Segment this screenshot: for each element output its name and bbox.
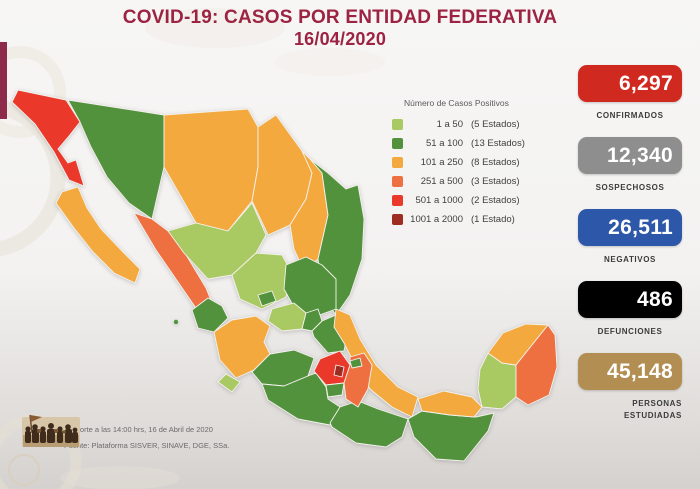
state-morelos: Morelos: [325, 382, 345, 398]
stat-value-box: 6,297: [578, 65, 682, 102]
legend-state-count: (3 Estados): [471, 176, 520, 187]
mexico-choropleth-map: Sonora Chihuahua Coahuila Nuevo León Tam…: [8, 70, 570, 487]
stat-block: 486 DEFUNCIONES: [578, 281, 682, 338]
legend-item: 51 a 100 (13 Estados): [392, 134, 577, 153]
legend-color-swatch: [392, 214, 403, 225]
heroes-patrios-image: [22, 414, 80, 447]
stat-label: SOSPECHOSOS: [595, 183, 665, 192]
stat-value: 45,148: [606, 359, 673, 383]
stat-block: 45,148 PERSONAS ESTUDIADAS: [578, 353, 682, 421]
legend-rows: 1 a 50 (5 Estados) 51 a 100 (13 Estados)…: [392, 115, 577, 229]
cutoff-note: con corte a las 14:00 hrs, 16 de Abril d…: [62, 425, 213, 434]
legend-color-swatch: [392, 157, 403, 168]
stat-value-box: 12,340: [578, 137, 682, 174]
stat-value: 486: [637, 287, 673, 311]
stats-column: 6,297 CONFIRMADOS 12,340 SOSPECHOSOS 26,…: [578, 65, 682, 436]
stat-block: 6,297 CONFIRMADOS: [578, 65, 682, 122]
state-nayarit: Nayarit: [173, 319, 179, 325]
legend-title: Número de Casos Positivos: [404, 98, 509, 108]
legend-color-swatch: [392, 138, 403, 149]
legend-range-label: 501 a 1000: [415, 195, 463, 206]
title-line1: COVID-19: CASOS POR ENTIDAD FEDERATIVA: [122, 7, 558, 28]
stat-block: 26,511 NEGATIVOS: [578, 209, 682, 266]
stat-label: CONFIRMADOS: [596, 111, 664, 120]
legend-item: 101 a 250 (8 Estados): [392, 153, 577, 172]
maroon-accent-bar: [0, 42, 7, 119]
state-oaxaca: Oaxaca: [329, 400, 409, 448]
stat-value-box: 45,148: [578, 353, 682, 390]
state-tlaxcala: Tlaxcala: [349, 357, 363, 369]
state-tabasco: Tabasco: [417, 390, 483, 418]
legend-range-label: 1001 a 2000: [410, 214, 463, 225]
stat-value: 26,511: [608, 215, 673, 239]
page-title: COVID-19: CASOS POR ENTIDAD FEDERATIVA 1…: [60, 7, 620, 51]
state-quintana-roo: Quintana Roo: [515, 324, 558, 406]
legend-state-count: (1 Estado): [471, 214, 515, 225]
state-nayarit: Nayarit: [191, 297, 229, 333]
state-cdmx: Ciudad de México: [333, 364, 345, 378]
stat-label: DEFUNCIONES: [597, 327, 663, 336]
state-jalisco: Jalisco: [213, 315, 271, 379]
state-chiapas: Chiapas: [407, 410, 495, 462]
state-baja-california-sur: Baja California Sur: [55, 186, 141, 284]
legend-item: 1 a 50 (5 Estados): [392, 115, 577, 134]
legend-range-label: 251 a 500: [420, 176, 463, 187]
title-date: 16/04/2020: [293, 29, 387, 50]
footer: con corte a las 14:00 hrs, 16 de Abril d…: [62, 425, 229, 450]
map-legend: Número de Casos Positivos 1 a 50 (5 Esta…: [392, 98, 577, 229]
state-puebla: Puebla: [343, 352, 373, 408]
legend-state-count: (2 Estados): [471, 195, 520, 206]
legend-item: 1001 a 2000 (1 Estado): [392, 210, 577, 229]
legend-color-swatch: [392, 176, 403, 187]
legend-item: 501 a 1000 (2 Estados): [392, 191, 577, 210]
stat-label: NEGATIVOS: [604, 255, 656, 264]
legend-range-label: 1 a 50: [436, 119, 463, 130]
source-note: Fuente: Plataforma SISVER, SINAVE, DGE, …: [64, 441, 230, 450]
stat-value: 12,340: [606, 143, 673, 167]
state-aguascalientes: Aguascalientes: [257, 290, 277, 307]
legend-item: 251 a 500 (3 Estados): [392, 172, 577, 191]
state-guerrero: Guerrero: [261, 372, 341, 426]
stat-label: PERSONAS ESTUDIADAS: [623, 399, 682, 420]
stat-value-box: 26,511: [578, 209, 682, 246]
legend-state-count: (5 Estados): [471, 119, 520, 130]
legend-range-label: 51 a 100: [426, 138, 463, 149]
legend-color-swatch: [392, 119, 403, 130]
legend-state-count: (8 Estados): [471, 157, 520, 168]
state-colima: Colima: [217, 373, 241, 393]
stat-block: 12,340 SOSPECHOSOS: [578, 137, 682, 194]
legend-range-label: 101 a 250: [420, 157, 463, 168]
legend-color-swatch: [392, 195, 403, 206]
legend-state-count: (13 Estados): [471, 138, 525, 149]
state-baja-california: Baja California: [11, 89, 85, 187]
stat-value: 6,297: [618, 71, 673, 95]
stat-value-box: 486: [578, 281, 682, 318]
